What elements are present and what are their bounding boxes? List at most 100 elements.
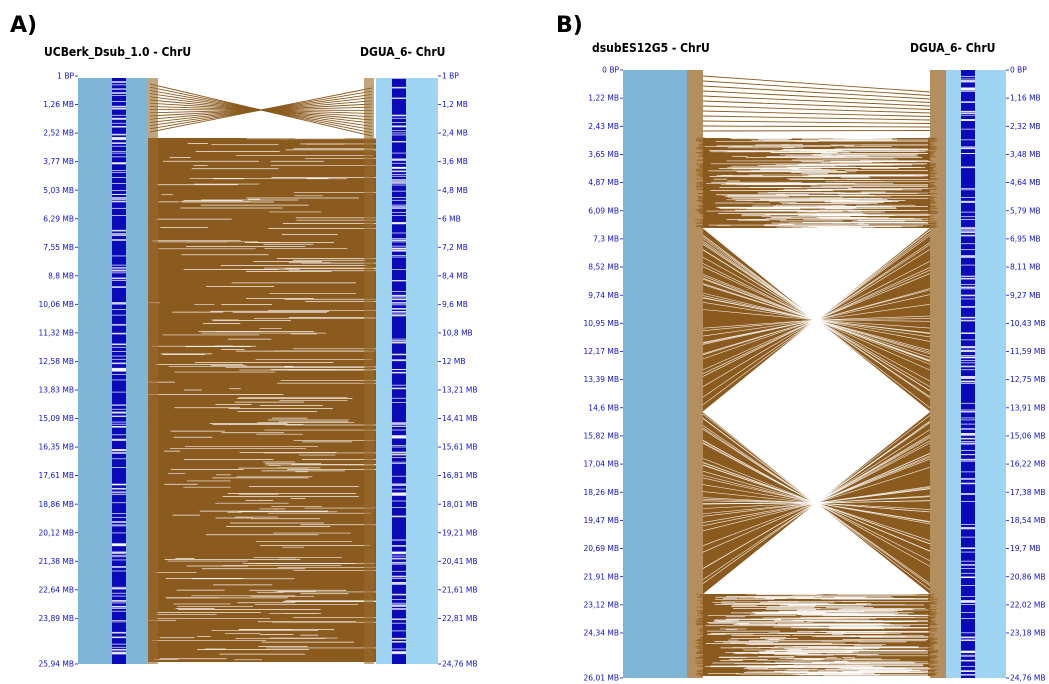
panel-b-inversion-gap-line	[702, 502, 817, 546]
panel-a-right-chromosome-gene-gap-line	[392, 618, 406, 621]
panel-b-right-chromosome-gene-gap-line	[961, 417, 975, 419]
panel-a-right-chromosome-gene-gap-line	[392, 294, 406, 297]
panel-a-left-chromosome-gene-gap-line	[112, 391, 126, 393]
panel-b-inversion-gap-line	[702, 319, 817, 398]
panel-a-left-chromosome-gene-gap-line	[112, 544, 126, 547]
panel-b-inversion-gap-line	[702, 502, 817, 504]
panel-b-right-chromosome-gene-gap-line	[961, 423, 975, 425]
panel-a-right-chromosome-gene-gap-line	[392, 463, 406, 464]
panel-b-right-chromosome-gene-gap-line	[961, 113, 975, 114]
panel-a-right-chromosome-gene-gap-line	[392, 211, 406, 213]
panel-b-left-axis-tick-label: 20,69 MB	[584, 544, 619, 553]
panel-b-top-inversion-link	[702, 85, 931, 100]
panel-b-inversion-gap-line	[702, 462, 817, 504]
panel-a-left-chromosome-gene-gap-line	[112, 440, 126, 441]
panel-a-left-chromosome-gene-gap-line	[112, 162, 126, 164]
panel-a-right-chromosome-gene-gap-line	[392, 436, 406, 438]
panel-a-left-chromosome-gene-gap-line	[112, 197, 126, 198]
panel-a-left-chromosome-gene-gap-line	[112, 183, 126, 184]
panel-a-left-chromosome-gene-gap-line	[112, 605, 126, 608]
panel-b-inversion-gap-line	[702, 477, 817, 504]
panel-a-right-chromosome-gene-gap-line	[392, 648, 406, 650]
panel-b-right-chromosome-gene-gap-line	[961, 441, 975, 442]
panel-a-right-chromosome-gene-gap-line	[392, 125, 406, 128]
panel-b-right-chromosome-gene-gap-line	[961, 153, 975, 154]
panel-b-right-axis-tick-label: 23,18 MB	[1010, 629, 1045, 638]
panel-a-right-axis-tick-label: 15,61 MB	[442, 443, 477, 452]
panel-b-right-axis-tick-label: 24,76 MB	[1010, 674, 1045, 683]
panel-a-right-chromosome-gene-gap-line	[392, 241, 406, 243]
panel-b-right-axis-tick-label: 9,27 MB	[1010, 291, 1041, 300]
panel-b-right-chromosome-gene-gap-line	[961, 110, 975, 113]
panel-a-right-chromosome-gene-gap-line	[392, 484, 406, 486]
panel-b-right-chromosome-gene-gap-line	[961, 501, 975, 502]
panel-b-inversion-gap-line	[702, 249, 817, 321]
panel-b-top-inversion-link	[702, 105, 931, 114]
panel-b-top-inversion-link	[702, 90, 931, 103]
panel-a-right-axis-tick-label: 14,41 MB	[442, 414, 477, 423]
panel-b-right-chromosome-gene-gap-line	[961, 101, 975, 103]
panel-a-left-chromosome-gene-gap-line	[112, 272, 126, 274]
panel-b-inversion-gap-line	[815, 319, 931, 382]
panel-a-left-chromosome-gene-gap-line	[112, 556, 126, 558]
panel-a-right-chromosome-gene-gap-line	[392, 205, 406, 207]
panel-a-left-chromosome-gene-gap-line	[112, 648, 126, 651]
panel-a-left-chromosome-gene-gap-line	[112, 136, 126, 139]
panel-a-left-chromosome-gene-gap-line	[112, 554, 126, 556]
panel-b-inversion-gap-line	[702, 278, 817, 321]
panel-b-right-chromosome-gene-gap-line	[961, 524, 975, 525]
panel-b-right-chromosome-gene-gap-line	[961, 442, 975, 444]
panel-a-right-axis-tick-label: 12 MB	[442, 357, 466, 366]
panel-b-right-chromosome-gene-gap-line	[961, 377, 975, 380]
panel-b-inversion-gap-line	[702, 302, 817, 321]
panel-a-right-axis-tick-label: 1,2 MB	[442, 100, 468, 109]
panel-a-right-chromosome-gene-gap-line	[392, 184, 406, 186]
panel-b-right-chromosome-gene-gap-line	[961, 87, 975, 90]
panel-b-inversion-gap-line	[815, 260, 931, 321]
panel-a-left-chromosome-gene-gap-line	[112, 404, 126, 406]
panel-a-left-chromosome-gene-gap-line	[112, 351, 126, 352]
panel-a-right-chromosome-gene-gap-line	[392, 359, 406, 362]
panel-b-top-inversion-link	[702, 80, 931, 96]
panel-a-right-axis-tick-label: 8,4 MB	[442, 271, 468, 280]
panel-b-inversion-gap-line	[815, 422, 931, 504]
panel-a-left-chromosome-gene-gap-line	[112, 314, 126, 316]
panel-b-right-chromosome-gene-gap-line	[961, 437, 975, 440]
panel-a-left-chromosome-gene-gap-line	[112, 101, 126, 102]
panel-b-inversion-gap-line	[815, 273, 931, 321]
panel-a-right-chromosome-gene-gap-line	[392, 561, 406, 563]
panel-b-inversion-gap-line	[702, 502, 817, 580]
panel-a-right-axis-tick-label: 4,8 MB	[442, 186, 468, 195]
panel-a-right-chromosome-gene-gap-line	[392, 599, 406, 601]
panel-b-right-chromosome-gene-gap-line	[961, 365, 975, 368]
panel-b-inversion-gap-line	[815, 319, 931, 355]
panel-a-left-chromosome-gene-gap-line	[112, 600, 126, 602]
panel-a-left-chromosome-gene-gap-line	[112, 190, 126, 191]
panel-b-inversion-gap-line	[702, 238, 817, 321]
panel-b-right-chromosome-gene-gap-line	[961, 665, 975, 667]
panel-b-inversion-gap-line	[702, 440, 817, 504]
panel-a-right-axis-tick-label: 3,6 MB	[442, 157, 468, 166]
panel-b-inversion-gap-line	[815, 502, 931, 552]
panel-b-right-chromosome-body	[946, 70, 1006, 678]
panel-b-right-chromosome-gene-gap-line	[961, 80, 975, 82]
panel-b-right-chromosome-gene-gap-line	[961, 332, 975, 335]
panel-a-right-chromosome-gene-gap-line	[392, 507, 406, 508]
panel-a-right-axis-tick-label: 2,4 MB	[442, 129, 468, 138]
panel-a-left-chromosome-gene-gap-line	[112, 631, 126, 634]
panel-a-right-axis-tick-label: 9,6 MB	[442, 300, 468, 309]
panel-b-right-chromosome-gene-gap-line	[961, 256, 975, 258]
panel-a-right-chromosome-gene-gap-line	[392, 429, 406, 431]
panel-a-left-chromosome-gene-gap-line	[112, 358, 126, 360]
panel-a-left-chromosome-gene-gap-line	[112, 170, 126, 171]
panel-a-left-chromosome-gene-gap-line	[112, 215, 126, 216]
panel-b-right-chromosome-gene-gap-line	[961, 76, 975, 77]
panel-b-inversion-gap-line	[815, 267, 931, 321]
panel-b-left-axis-tick-label: 7,3 MB	[593, 234, 619, 243]
panel-b-right-chromosome-gene-gap-line	[961, 188, 975, 190]
panel-a-left-chromosome-gene-gap-line	[112, 449, 126, 451]
panel-b-right-chromosome-gene-gap-line	[961, 636, 975, 639]
panel-a-left-chromosome-gene-gap-line	[112, 652, 126, 655]
panel-b-inversion-gap-line	[815, 467, 931, 504]
panel-b-top-inversion-link	[702, 120, 931, 124]
